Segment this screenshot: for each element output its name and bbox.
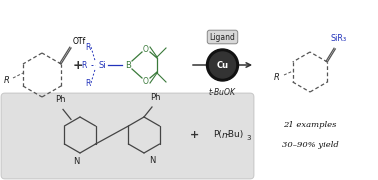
Text: +: + — [73, 58, 83, 71]
Text: n: n — [222, 130, 228, 140]
Text: Ph: Ph — [55, 95, 65, 104]
Circle shape — [209, 52, 235, 78]
Text: N: N — [73, 157, 79, 166]
FancyBboxPatch shape — [1, 93, 254, 179]
Text: Ligand: Ligand — [209, 33, 235, 42]
Text: B: B — [125, 60, 131, 69]
Text: -Bu): -Bu) — [226, 130, 244, 140]
Text: O: O — [143, 44, 149, 53]
Text: 30–90% yield: 30–90% yield — [282, 141, 338, 149]
Text: N: N — [149, 156, 155, 165]
Text: Si: Si — [98, 60, 106, 69]
Text: +: + — [191, 130, 200, 140]
Text: R: R — [274, 73, 280, 82]
Text: OTf: OTf — [73, 37, 86, 46]
Text: R: R — [85, 42, 91, 51]
Text: 21 examples: 21 examples — [284, 121, 337, 129]
Text: Ph: Ph — [150, 93, 160, 102]
Text: R: R — [81, 60, 87, 69]
Text: Cu: Cu — [217, 60, 229, 69]
Text: O: O — [143, 76, 149, 86]
Text: R: R — [85, 78, 91, 87]
Text: SiR₃: SiR₃ — [330, 33, 346, 42]
Text: P(: P( — [213, 130, 222, 140]
Text: $t$-BuOK: $t$-BuOK — [208, 86, 237, 96]
Text: R: R — [4, 75, 10, 84]
Circle shape — [206, 49, 239, 81]
Text: 3: 3 — [246, 135, 251, 141]
